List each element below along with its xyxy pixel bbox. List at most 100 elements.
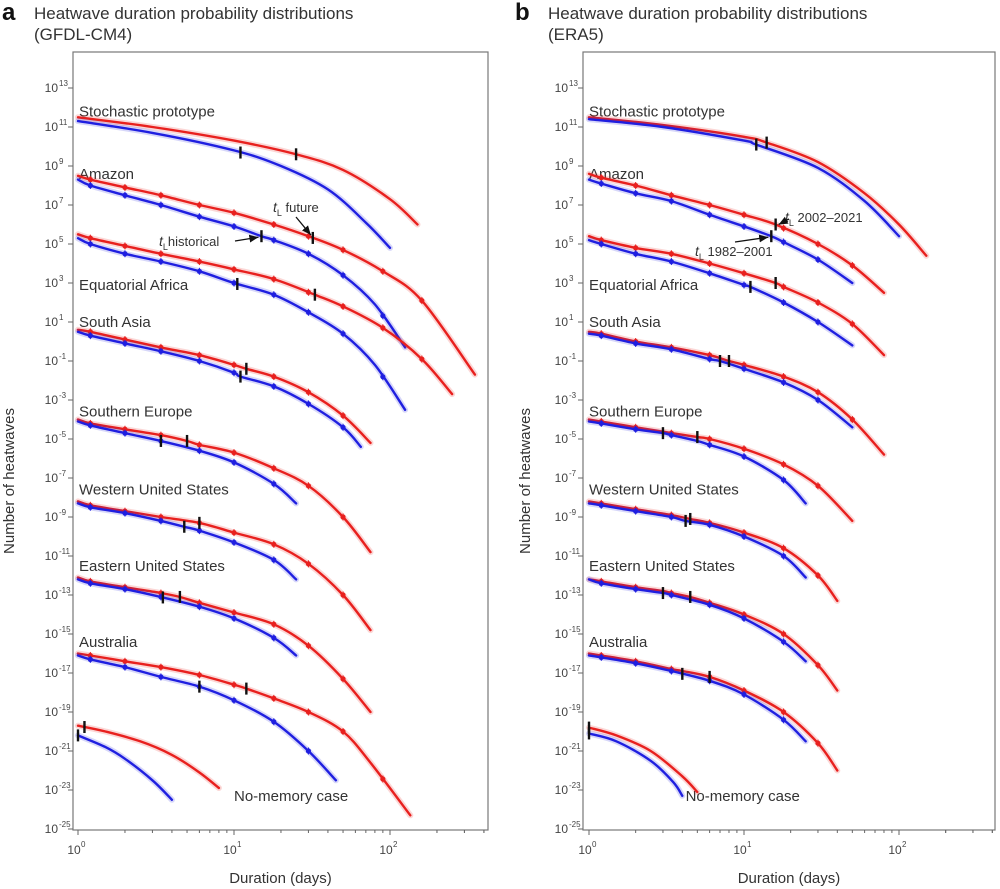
- region-label: South Asia: [589, 314, 661, 331]
- red-distribution-line: [587, 726, 699, 794]
- y-tick-label: 10: [45, 705, 59, 719]
- y-tick-exponent: 7: [59, 196, 64, 205]
- y-tick-exponent: -7: [59, 469, 67, 478]
- tL-symbol: t: [159, 233, 164, 249]
- blue-distribution-line: [587, 420, 807, 505]
- y-tick-exponent: 11: [59, 118, 68, 127]
- y-axis-label: Number of heatwaves: [517, 408, 534, 554]
- y-tick-label: 10: [555, 588, 569, 602]
- region-label: Southern Europe: [589, 404, 702, 421]
- x-axis-label: Duration (days): [738, 870, 841, 887]
- y-tick-label: 10: [45, 276, 59, 290]
- y-tick-label: 10: [555, 432, 569, 446]
- series-group-western-united-states: Western United States: [75, 482, 374, 634]
- annotation-arrow: [734, 234, 769, 243]
- y-tick-exponent: -5: [59, 430, 67, 439]
- red-distribution-line: [76, 724, 221, 790]
- y-tick-label: 10: [45, 393, 59, 407]
- panel-a-title: Heatwave duration probability distributi…: [34, 4, 353, 23]
- red-distribution-line: [587, 652, 839, 772]
- y-tick-exponent: 1: [59, 313, 64, 322]
- y-tick-exponent: -15: [569, 625, 581, 634]
- y-tick-label: 10: [45, 315, 59, 329]
- y-tick-exponent: -9: [569, 508, 577, 517]
- future-annotation: tL future: [273, 199, 319, 218]
- region-label: Eastern United States: [79, 558, 225, 575]
- y-tick-label: 10: [555, 237, 569, 251]
- red-distribution-line: [76, 233, 454, 396]
- red-distribution-line: [587, 172, 886, 294]
- y-tick-label: 10: [555, 276, 569, 290]
- y-tick-label: 10: [555, 822, 569, 836]
- annotation-2002-2021: tL 2002–2021: [785, 209, 863, 228]
- y-tick-exponent: -17: [59, 664, 71, 673]
- red-distribution-line: [587, 116, 928, 257]
- y-tick-label: 10: [555, 393, 569, 407]
- y-tick-exponent: 5: [59, 235, 64, 244]
- region-label: Australia: [79, 634, 138, 651]
- y-tick-exponent: -21: [59, 742, 71, 751]
- y-tick-label: 10: [45, 744, 59, 758]
- y-tick-exponent: -19: [59, 703, 71, 712]
- x-tick-label: 10: [67, 843, 81, 857]
- x-tick-exponent: 0: [81, 840, 86, 849]
- y-tick-label: 10: [45, 471, 59, 485]
- y-tick-exponent: 13: [59, 79, 68, 88]
- panel-b-subtitle: (ERA5): [548, 25, 604, 44]
- x-tick-exponent: 1: [237, 840, 242, 849]
- annotation-text: future: [282, 200, 319, 215]
- y-tick-label: 10: [45, 237, 59, 251]
- series-group-south-asia: South Asia: [75, 314, 374, 450]
- x-tick-exponent: 2: [902, 840, 907, 849]
- y-tick-exponent: -25: [59, 820, 71, 829]
- red-distribution-line: [76, 500, 372, 632]
- y-tick-exponent: -7: [569, 469, 577, 478]
- annotation-arrow: [778, 216, 790, 226]
- series-group-equatorial-africa: Equatorial Africa: [75, 231, 456, 413]
- blue-distribution-line: [76, 119, 392, 250]
- series-group-no-memory-case: No-memory case: [586, 721, 800, 805]
- series-group-no-memory-case: No-memory case: [75, 721, 348, 805]
- series-group-eastern-united-states: Eastern United States: [586, 558, 841, 694]
- y-tick-exponent: -11: [59, 547, 71, 556]
- blue-distribution-line: [76, 734, 174, 801]
- tL-subscript: L: [789, 218, 794, 228]
- y-tick-label: 10: [555, 354, 569, 368]
- y-tick-label: 10: [555, 471, 569, 485]
- red-distribution-line: [76, 116, 419, 226]
- x-tick-exponent: 1: [747, 840, 752, 849]
- annotation-1982-2001: tL 1982–2001: [695, 243, 773, 262]
- y-tick-exponent: -25: [569, 820, 581, 829]
- y-tick-exponent: -23: [59, 781, 71, 790]
- region-label: Eastern United States: [589, 558, 735, 575]
- panel-b-letter: b: [515, 0, 530, 26]
- red-distribution-line: [587, 330, 886, 456]
- region-label: South Asia: [79, 314, 151, 331]
- y-tick-label: 10: [555, 198, 569, 212]
- tL-subscript: L: [699, 252, 704, 262]
- series-group-western-united-states: Western United States: [586, 482, 841, 604]
- y-tick-exponent: 9: [59, 157, 64, 166]
- y-tick-exponent: -21: [569, 742, 581, 751]
- series-group-stochastic-prototype: Stochastic prototype: [75, 103, 421, 251]
- blue-distribution-line: [587, 732, 684, 797]
- y-tick-label: 10: [45, 432, 59, 446]
- y-tick-exponent: -13: [59, 586, 71, 595]
- series-group-australia: Australia: [586, 634, 841, 774]
- region-label: Stochastic prototype: [79, 103, 215, 120]
- y-tick-label: 10: [555, 120, 569, 134]
- y-tick-label: 10: [555, 627, 569, 641]
- tL-subscript: L: [277, 208, 282, 218]
- y-tick-label: 10: [555, 666, 569, 680]
- y-tick-label: 10: [45, 549, 59, 563]
- blue-distribution-line: [587, 332, 854, 429]
- annotation-arrow: [234, 234, 259, 243]
- y-tick-exponent: -1: [569, 352, 577, 361]
- y-tick-label: 10: [45, 588, 59, 602]
- y-tick-exponent: -15: [59, 625, 71, 634]
- y-tick-label: 10: [45, 666, 59, 680]
- region-label: Western United States: [79, 482, 229, 499]
